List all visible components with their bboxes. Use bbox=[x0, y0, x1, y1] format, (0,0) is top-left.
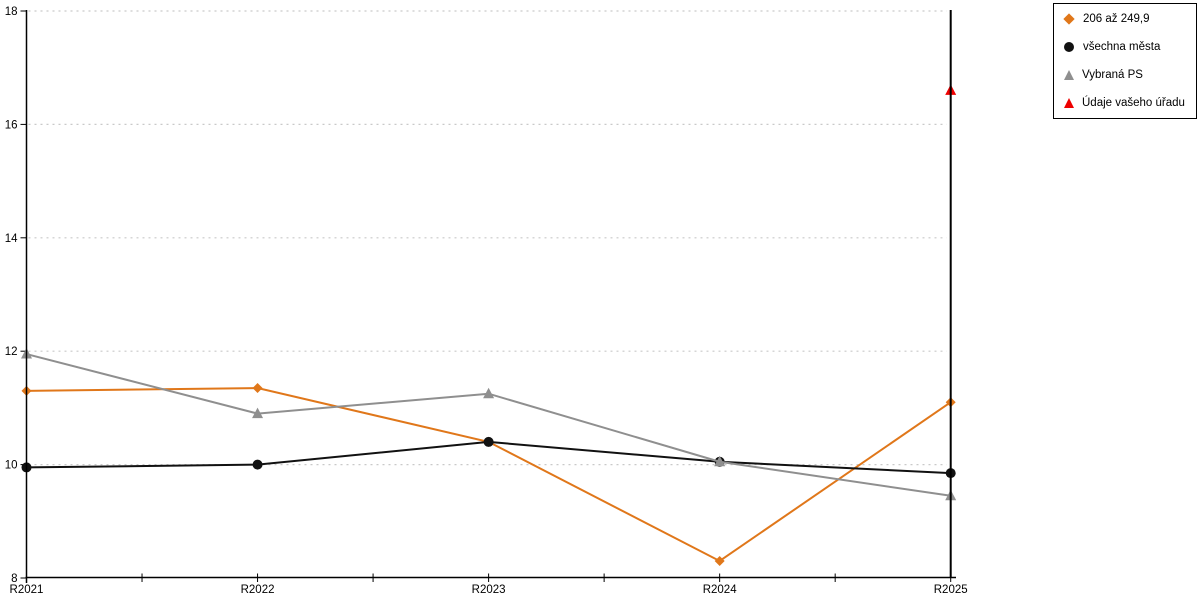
legend-label: 206 až 249,9 bbox=[1083, 13, 1150, 25]
x-tick-label: R2022 bbox=[241, 584, 275, 596]
diamond-icon bbox=[1063, 13, 1075, 25]
series-1-marker-circle bbox=[252, 459, 263, 470]
legend-item: Údaje vašeho úřadu bbox=[1054, 89, 1196, 117]
series-0-marker-diamond bbox=[714, 555, 725, 566]
circle-icon bbox=[1064, 42, 1074, 52]
legend-label: Vybraná PS bbox=[1082, 69, 1143, 81]
series-line-2 bbox=[26, 353, 951, 497]
series-2-marker-triangle bbox=[483, 387, 495, 399]
series-2-marker-triangle bbox=[714, 455, 726, 467]
y-tick-label: 10 bbox=[5, 460, 18, 472]
x-tick-label: R2025 bbox=[934, 584, 968, 596]
y-tick-label: 18 bbox=[5, 6, 18, 18]
legend-item: Vybraná PS bbox=[1054, 61, 1196, 89]
x-tick-label: R2024 bbox=[703, 584, 737, 596]
legend-label: všechna města bbox=[1083, 41, 1161, 53]
series-1-marker-circle bbox=[483, 436, 494, 447]
y-tick-label: 8 bbox=[11, 573, 17, 585]
series-0-marker-diamond bbox=[252, 383, 263, 394]
triangle-icon bbox=[1063, 70, 1074, 80]
triangle-icon bbox=[1063, 98, 1074, 108]
legend: 206 až 249,9 všechna města Vybraná PS Úd… bbox=[1053, 3, 1197, 119]
legend-item: všechna města bbox=[1054, 33, 1196, 61]
x-tick-label: R2023 bbox=[472, 584, 506, 596]
legend-label: Údaje vašeho úřadu bbox=[1082, 97, 1185, 109]
y-tick-label: 12 bbox=[5, 346, 18, 358]
y-tick-label: 16 bbox=[5, 119, 18, 131]
series-2-marker-triangle bbox=[252, 407, 264, 419]
legend-item: 206 až 249,9 bbox=[1054, 5, 1196, 33]
x-tick-label: R2021 bbox=[10, 584, 44, 596]
y-tick-label: 14 bbox=[5, 233, 18, 245]
